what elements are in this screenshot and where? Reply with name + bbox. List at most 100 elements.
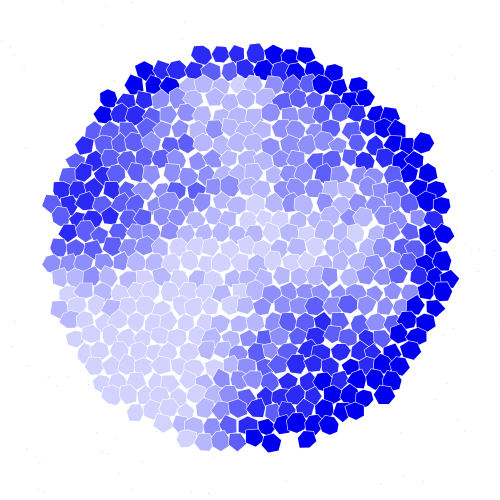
map-tile[interactable] [245, 397, 266, 418]
map-tile[interactable] [354, 88, 376, 109]
map-tile[interactable] [106, 308, 129, 330]
map-tile[interactable] [99, 88, 118, 109]
map-tile[interactable] [190, 45, 213, 66]
map-tile[interactable] [295, 46, 317, 65]
map-tile[interactable] [376, 295, 395, 316]
map-tile[interactable] [245, 428, 266, 448]
map-tile[interactable] [286, 412, 308, 434]
map-tile[interactable] [425, 299, 447, 318]
map-tile[interactable] [241, 370, 265, 390]
map-tile[interactable] [344, 401, 365, 421]
map-tile[interactable] [211, 252, 234, 273]
map-tile[interactable] [304, 295, 325, 316]
map-tile[interactable] [320, 266, 339, 288]
map-tile[interactable] [204, 87, 226, 107]
map-tile[interactable] [165, 59, 188, 80]
map-tile[interactable] [218, 149, 238, 169]
map-tile[interactable] [330, 102, 351, 123]
map-tile[interactable] [150, 326, 172, 345]
map-tile[interactable] [336, 294, 358, 315]
map-tile[interactable] [432, 281, 453, 303]
map-tile[interactable] [65, 238, 87, 258]
map-tile[interactable] [179, 250, 200, 272]
map-tile[interactable] [373, 384, 396, 405]
map-tile[interactable] [152, 412, 175, 434]
map-tile[interactable] [272, 265, 291, 286]
map-tile[interactable] [74, 135, 95, 156]
map-tile[interactable] [237, 235, 257, 256]
map-tile[interactable] [159, 310, 179, 332]
map-tile[interactable] [303, 354, 325, 373]
map-tile[interactable] [330, 343, 352, 362]
map-tile[interactable] [318, 414, 340, 436]
map-tile[interactable] [81, 324, 101, 344]
map-tile[interactable] [269, 326, 291, 346]
map-tile[interactable] [200, 237, 221, 258]
map-tile[interactable] [142, 165, 161, 186]
map-tile[interactable] [159, 221, 180, 241]
map-tile[interactable] [74, 162, 93, 183]
map-tile[interactable] [242, 133, 265, 154]
map-tile[interactable] [264, 192, 284, 214]
map-tile[interactable] [388, 356, 411, 377]
map-tile[interactable] [288, 326, 309, 346]
map-tile[interactable] [229, 314, 250, 333]
map-tile[interactable] [260, 432, 282, 454]
map-tile[interactable] [381, 221, 402, 241]
map-tile[interactable] [168, 87, 188, 110]
map-tile[interactable] [74, 191, 97, 211]
map-tile[interactable] [152, 59, 172, 82]
map-tile[interactable] [134, 356, 154, 378]
map-tile[interactable] [297, 430, 318, 449]
map-tile[interactable] [331, 250, 351, 272]
map-tile[interactable] [75, 220, 96, 243]
map-tile[interactable] [211, 221, 231, 243]
map-tile[interactable] [347, 134, 367, 152]
map-tile[interactable] [364, 312, 387, 331]
map-tile[interactable] [192, 192, 212, 214]
map-tile[interactable] [82, 265, 104, 287]
map-tile[interactable] [389, 323, 408, 345]
map-tile[interactable] [261, 221, 281, 244]
map-tile[interactable] [167, 208, 187, 226]
map-tile[interactable] [412, 131, 435, 155]
map-tile[interactable] [227, 398, 248, 419]
map-tile[interactable] [235, 89, 256, 110]
map-tile[interactable] [432, 196, 452, 215]
map-tile[interactable] [218, 414, 238, 436]
map-tile[interactable] [271, 149, 290, 168]
map-tile[interactable] [225, 195, 248, 216]
map-tile[interactable] [87, 294, 105, 317]
map-tile[interactable] [212, 340, 234, 360]
map-tile[interactable] [304, 90, 324, 110]
map-tile[interactable] [399, 340, 422, 361]
map-tile[interactable] [163, 163, 183, 185]
map-tile[interactable] [183, 296, 204, 318]
map-tile[interactable] [57, 223, 78, 243]
map-tile[interactable] [175, 429, 198, 449]
map-tile[interactable] [102, 236, 125, 257]
map-tile[interactable] [178, 342, 200, 363]
map-tile[interactable] [118, 384, 138, 406]
map-tile[interactable] [260, 102, 281, 123]
map-tile[interactable] [418, 162, 439, 184]
map-tile[interactable] [126, 403, 145, 422]
tile-layer[interactable] [41, 42, 460, 454]
map-tile[interactable] [346, 105, 367, 124]
map-tile[interactable] [400, 222, 420, 241]
map-tile[interactable] [176, 103, 198, 122]
map-tile[interactable] [239, 328, 259, 348]
map-tile[interactable] [135, 295, 157, 317]
map-tile[interactable] [149, 355, 172, 376]
map-tile[interactable] [387, 264, 409, 285]
map-tile[interactable] [100, 206, 120, 226]
map-tile[interactable] [266, 354, 290, 375]
map-tile[interactable] [72, 282, 94, 301]
map-tile[interactable] [355, 265, 377, 286]
map-tile[interactable] [192, 132, 215, 153]
map-tile[interactable] [405, 294, 426, 316]
map-tile[interactable] [211, 45, 231, 64]
map-tile[interactable] [314, 220, 336, 242]
map-tile[interactable] [210, 430, 230, 452]
